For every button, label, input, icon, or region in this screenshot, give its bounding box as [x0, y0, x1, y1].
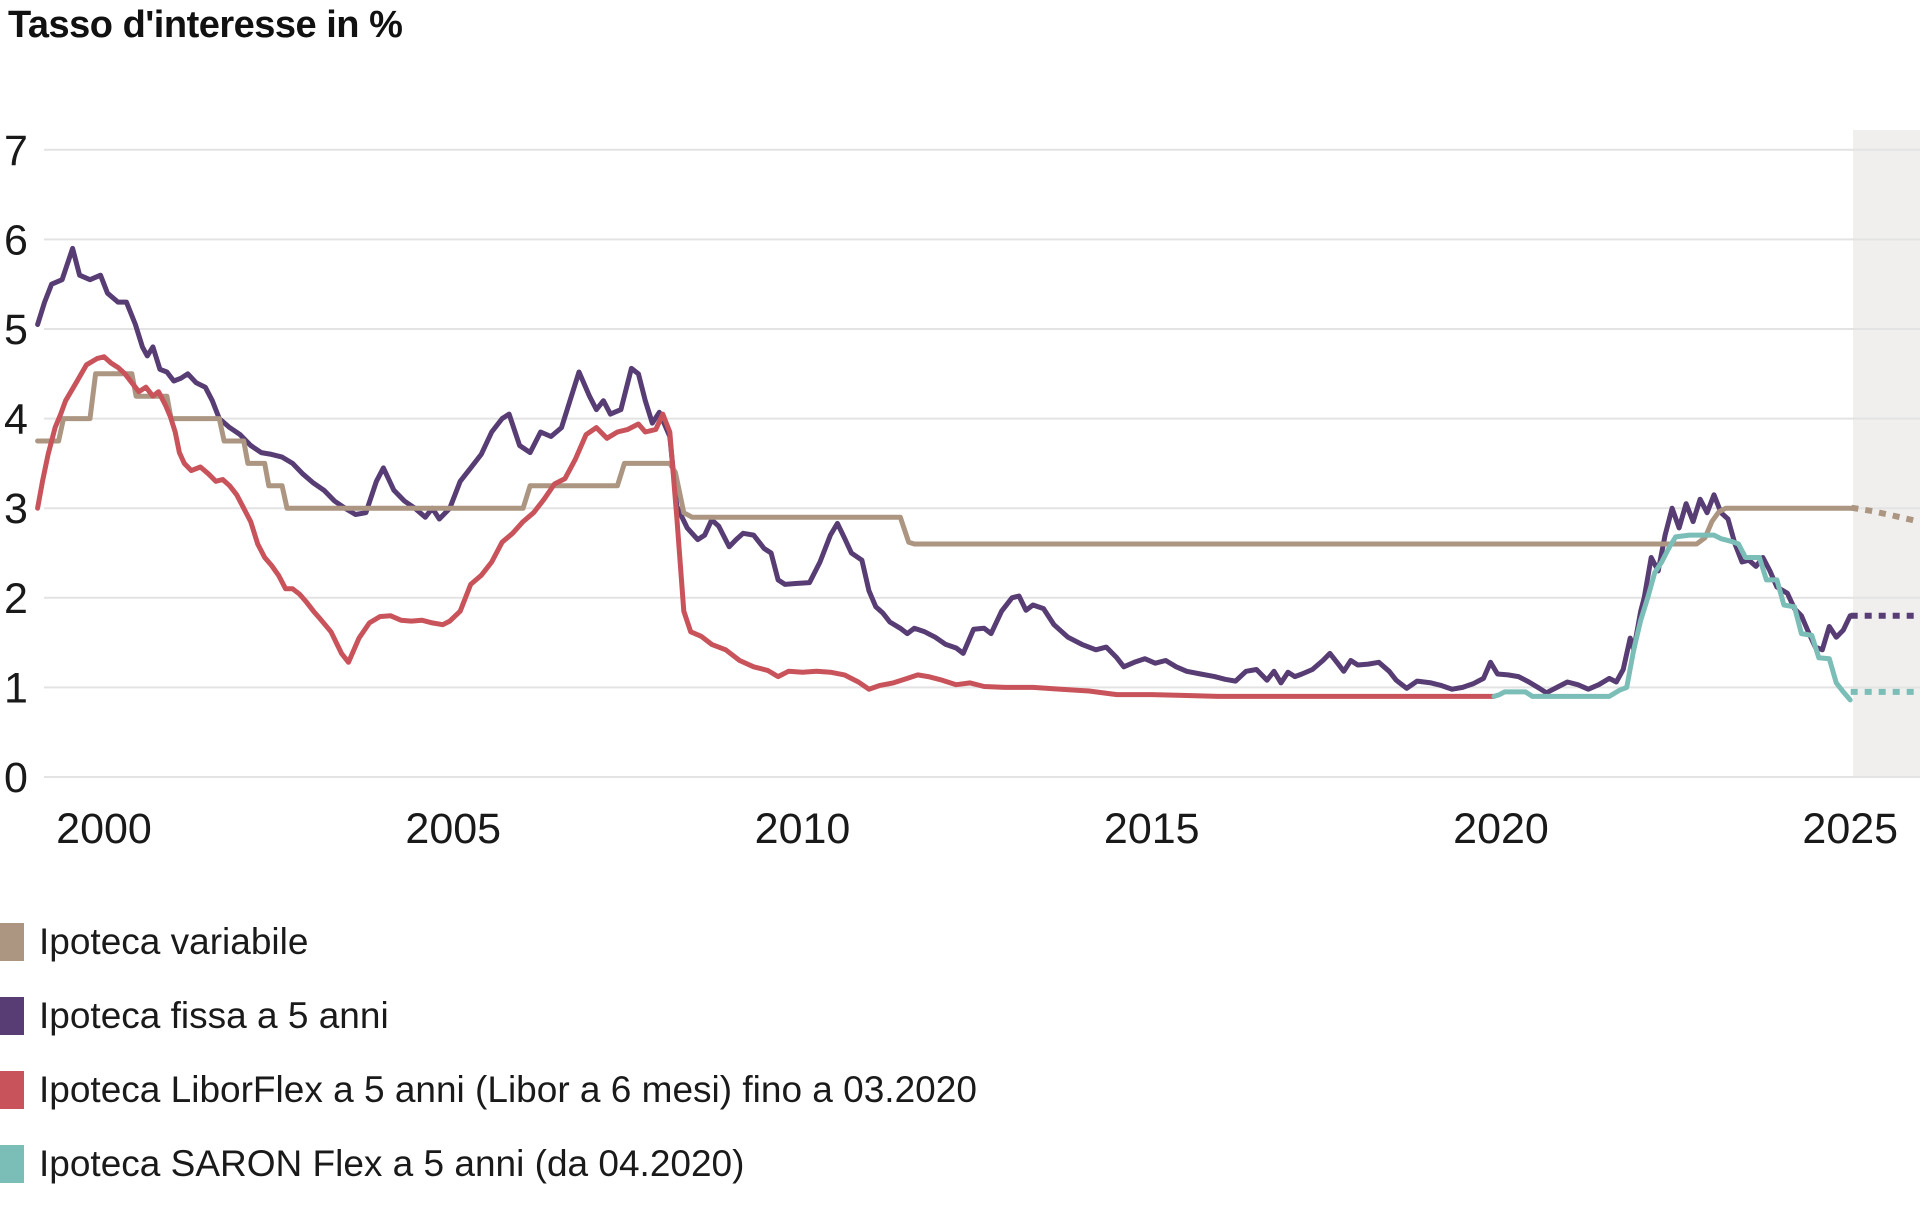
y-axis-label-3: 3: [4, 485, 28, 533]
y-axis-label-2: 2: [4, 575, 28, 623]
series-line-red: [35, 354, 1497, 699]
forecast-band: [1853, 130, 1920, 778]
interest-rate-chart: 0 1 2 3 4 5 6 7 2000 2005 2010 2015 2020 2025: [4, 127, 1920, 853]
y-axis-label-4: 4: [4, 396, 28, 444]
y-axis-label-6: 6: [4, 216, 28, 264]
legend-item-ipoteca-saron: Ipoteca SARON Flex a 5 anni (da 04.2020): [0, 1143, 977, 1184]
series-forecast-tan: [1850, 504, 1919, 525]
legend-label: Ipoteca LiborFlex a 5 anni (Libor a 6 me…: [39, 1069, 977, 1110]
legend-swatch-ipoteca-fissa: [0, 997, 24, 1035]
series-line-tan: [35, 371, 1855, 547]
legend-swatch-ipoteca-variabile: [0, 923, 24, 961]
x-axis-label-2015: 2015: [1104, 805, 1200, 853]
series-line-purple: [35, 245, 1853, 696]
legend-label: Ipoteca fissa a 5 anni: [39, 995, 389, 1036]
x-axis-label-2005: 2005: [405, 805, 501, 853]
x-axis-label-2020: 2020: [1453, 805, 1549, 853]
legend-item-ipoteca-variabile: Ipoteca variabile: [0, 921, 977, 962]
x-axis-label-2000: 2000: [56, 805, 152, 853]
legend-item-ipoteca-liborflex: Ipoteca LiborFlex a 5 anni (Libor a 6 me…: [0, 1069, 977, 1110]
chart-title: Tasso d'interesse in %: [8, 4, 403, 46]
legend-swatch-ipoteca-saron: [0, 1145, 24, 1183]
x-axis-label-2010: 2010: [755, 805, 851, 853]
legend-label: Ipoteca variabile: [39, 921, 309, 962]
legend-label: Ipoteca SARON Flex a 5 anni (da 04.2020): [39, 1143, 745, 1184]
x-axis-label-2025: 2025: [1802, 805, 1898, 853]
series-line-teal: [1491, 532, 1853, 703]
legend: Ipoteca variabile Ipoteca fissa a 5 anni…: [0, 921, 977, 1218]
legend-item-ipoteca-fissa: Ipoteca fissa a 5 anni: [0, 995, 977, 1036]
y-axis-label-0: 0: [4, 754, 28, 802]
y-axis-label-5: 5: [4, 306, 28, 354]
y-axis-label-1: 1: [4, 664, 28, 712]
legend-swatch-ipoteca-liborflex: [0, 1071, 24, 1109]
y-axis-label-7: 7: [4, 127, 28, 175]
